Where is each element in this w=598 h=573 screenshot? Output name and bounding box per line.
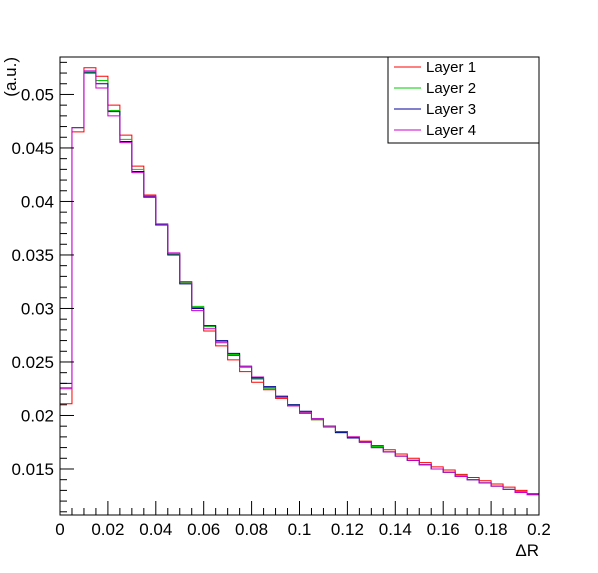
y-tick-label: 0.03 [21, 299, 54, 318]
series-layer [60, 67, 539, 496]
x-tick-label: 0.06 [187, 520, 220, 539]
y-tick-label: 0.035 [11, 246, 54, 265]
x-tick-label: 0.12 [331, 520, 364, 539]
legend-label-2: Layer 2 [426, 80, 476, 97]
legend-label-3: Layer 3 [426, 101, 476, 118]
legend-label-1: Layer 1 [426, 59, 476, 76]
x-tick-label: 0.02 [91, 520, 124, 539]
x-tick-label: 0.14 [379, 520, 412, 539]
legend-label-4: Layer 4 [426, 122, 476, 139]
x-tick-label: 0.04 [139, 520, 172, 539]
x-axis-label: ΔR [515, 541, 539, 560]
y-tick-label: 0.02 [21, 406, 54, 425]
y-tick-label: 0.05 [21, 85, 54, 104]
ticks-layer [59, 61, 540, 515]
legend-box [387, 56, 540, 144]
legend: Layer 1 Layer 2 Layer 3 Layer 4 [387, 56, 540, 144]
x-tick-label: 0.2 [527, 520, 551, 539]
x-tick-label: 0.16 [427, 520, 460, 539]
y-tick-label: 0.025 [11, 353, 54, 372]
x-tick-label: 0.1 [288, 520, 312, 539]
tick-labels-layer: 0 0.02 0.04 0.06 0.08 0.1 0.12 0.14 0.16 0.18 0.2 0… [11, 85, 550, 539]
y-axis-label: (a.u.) [1, 57, 20, 97]
x-tick-label: 0.08 [235, 520, 268, 539]
x-tick-label: 0.18 [475, 520, 508, 539]
y-tick-label: 0.015 [11, 460, 54, 479]
series-line-4 [60, 70, 539, 496]
y-tick-label: 0.04 [21, 192, 54, 211]
x-tick-label: 0 [55, 520, 64, 539]
y-tick-label: 0.045 [11, 139, 54, 158]
